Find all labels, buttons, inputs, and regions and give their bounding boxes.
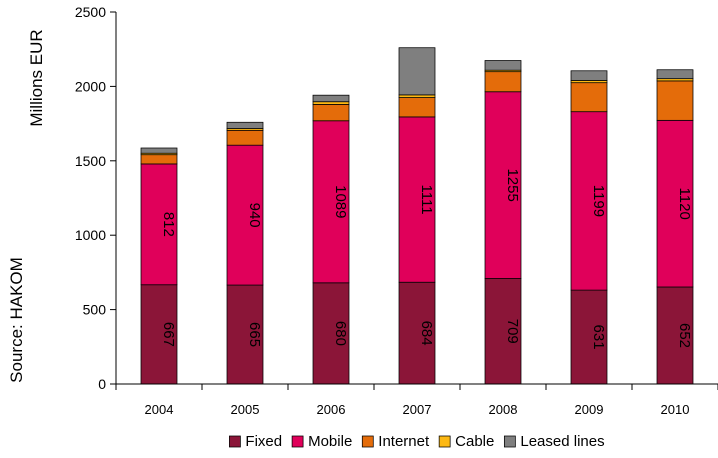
data-label: 665 xyxy=(246,322,263,347)
legend-swatch-internet xyxy=(361,435,374,448)
bar-segment-leased-lines xyxy=(570,70,608,81)
legend: Fixed Mobile Internet Cable Leased lines xyxy=(229,433,605,450)
legend-label: Leased lines xyxy=(520,433,604,450)
bar-segment-leased-lines xyxy=(484,60,522,71)
data-label: 940 xyxy=(246,203,263,228)
legend-label: Cable xyxy=(455,433,494,450)
data-label: 812 xyxy=(160,212,177,237)
y-tick-label: 1000 xyxy=(75,227,106,243)
bar-segment-leased-lines xyxy=(656,69,694,80)
bar-segment-fixed xyxy=(226,284,264,385)
y-tick-label: 500 xyxy=(83,302,107,318)
legend-swatch-cable xyxy=(438,435,451,448)
bar-segment-mobile xyxy=(226,144,264,286)
legend-swatch-leased-lines xyxy=(503,435,516,448)
x-tick-label: 2004 xyxy=(145,402,174,417)
bar-segment-leased-lines xyxy=(140,147,178,154)
bar-segment-mobile xyxy=(656,119,694,288)
legend-label: Mobile xyxy=(308,433,352,450)
bar-segment-leased-lines xyxy=(398,47,436,96)
bar-segment-internet xyxy=(570,82,608,113)
data-label: 1120 xyxy=(676,188,693,220)
bar-segment-internet xyxy=(484,71,522,93)
data-label: 680 xyxy=(332,321,349,346)
y-tick-label: 0 xyxy=(98,376,106,392)
bar-segment-fixed xyxy=(656,286,694,385)
plot-area: 667 812 665 940 680 1089 684 1111 709 1255 631 1199… xyxy=(140,47,694,385)
data-label: 1255 xyxy=(504,168,521,201)
data-label: 631 xyxy=(590,325,607,350)
data-label: 1089 xyxy=(332,185,349,218)
data-label: 652 xyxy=(676,323,693,348)
x-axis: 2004 2005 2006 2007 2008 2009 2010 xyxy=(115,383,718,417)
data-label: 684 xyxy=(418,321,435,346)
legend-label: Internet xyxy=(378,433,430,450)
bar-segment-mobile xyxy=(570,111,608,291)
y-tick-label: 2000 xyxy=(75,78,106,94)
bar-segment-internet xyxy=(226,129,264,146)
bar-segment-leased-lines xyxy=(226,121,264,129)
bar-segment-fixed xyxy=(484,278,522,385)
bar-segment-leased-lines xyxy=(312,94,350,103)
x-tick-label: 2008 xyxy=(489,402,518,417)
bar-segment-internet xyxy=(140,154,178,165)
bar-segment-internet xyxy=(398,97,436,118)
bar-segment-mobile xyxy=(484,91,522,279)
legend-label: Fixed xyxy=(245,433,282,450)
x-tick-label: 2006 xyxy=(317,402,346,417)
bar-segment-mobile xyxy=(140,163,178,286)
y-tick-label: 2500 xyxy=(75,4,106,20)
data-label: 1199 xyxy=(590,185,607,217)
y-tick-label: 1500 xyxy=(75,153,106,169)
bar-segment-cable xyxy=(398,94,436,98)
legend-swatch-mobile xyxy=(291,435,304,448)
x-tick-label: 2005 xyxy=(231,402,260,417)
legend-swatch-fixed xyxy=(229,435,241,448)
bar-segment-fixed xyxy=(140,284,178,385)
x-tick-label: 2009 xyxy=(575,402,604,417)
bar-segment-internet xyxy=(312,104,350,122)
data-label: 667 xyxy=(160,322,177,347)
bar-segment-cable xyxy=(312,101,350,105)
data-label: 709 xyxy=(504,319,521,344)
bar-segment-internet xyxy=(656,80,694,121)
y-axis: 0 500 1000 1500 2000 2500 xyxy=(75,4,117,392)
x-tick-label: 2007 xyxy=(403,402,432,417)
source-note: Source: HAKOM xyxy=(7,257,26,383)
y-axis-title: Millions EUR xyxy=(27,29,46,126)
bar-segment-mobile xyxy=(398,116,436,283)
bar-segment-fixed xyxy=(570,289,608,385)
data-label: 1111 xyxy=(418,185,435,215)
x-tick-label: 2010 xyxy=(661,402,690,417)
